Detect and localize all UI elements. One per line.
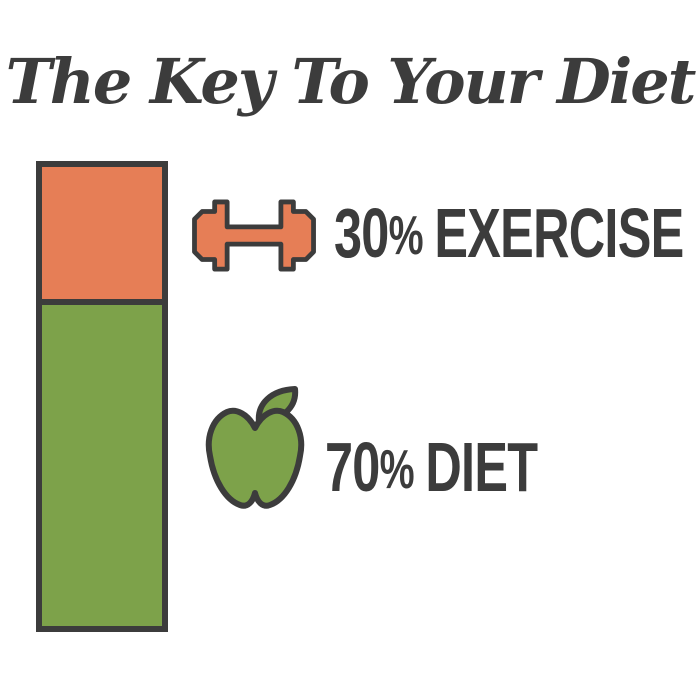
legend-item-diet: 70% DIET xyxy=(203,386,620,514)
bar-segment-exercise xyxy=(42,167,162,305)
page-title: The Key To Your Diet xyxy=(5,45,697,118)
percent-sign: % xyxy=(379,439,415,501)
legend-label-exercise: 30% EXERCISE xyxy=(334,198,684,268)
diet-value: 70 xyxy=(325,428,380,506)
exercise-word: EXERCISE xyxy=(434,194,684,272)
exercise-value: 30 xyxy=(334,194,389,272)
bar-segment-diet xyxy=(42,304,162,626)
dumbbell-icon xyxy=(192,199,316,272)
legend-label-diet: 70% DIET xyxy=(325,432,538,502)
stacked-bar xyxy=(36,161,168,632)
legend-item-exercise: 30% EXERCISE xyxy=(192,198,700,275)
percent-sign: % xyxy=(388,205,424,267)
apple-icon xyxy=(205,386,305,509)
diet-word: DIET xyxy=(425,428,538,506)
